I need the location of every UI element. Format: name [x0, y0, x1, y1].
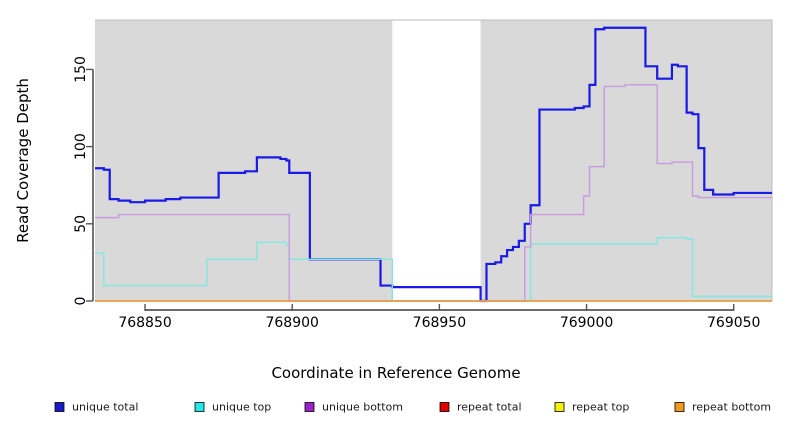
legend-swatch-unique-bottom: [304, 402, 315, 412]
x-axis-tick-label-768900: 768900: [265, 315, 318, 331]
legend-swatch-unique-top: [194, 402, 205, 412]
plot-panel-border: [95, 19, 773, 301]
x-axis-tick-label-768850: 768850: [118, 315, 171, 331]
x-axis-tick-label-769000: 769000: [560, 315, 613, 331]
legend-swatch-repeat-bottom: [674, 402, 685, 412]
x-axis-tick-label-768950: 768950: [413, 315, 466, 331]
series-line-unique-total: [95, 26, 772, 303]
y-axis-title: Read Coverage Depth: [14, 78, 32, 243]
legend-swatch-repeat-total: [439, 402, 450, 412]
y-axis-tick-label-0: 0: [73, 297, 89, 306]
legend-label-unique-total: unique total: [72, 401, 138, 414]
x-axis-title: Coordinate in Reference Genome: [271, 364, 520, 382]
legend-label-unique-bottom: unique bottom: [322, 401, 403, 414]
legend-label-unique-top: unique top: [212, 401, 271, 414]
y-axis-tick-label-50: 50: [73, 215, 89, 233]
y-axis-tick-label-150: 150: [73, 56, 89, 83]
x-axis-tick-label-769050: 769050: [707, 315, 760, 331]
legend-label-repeat-top: repeat top: [572, 401, 629, 414]
series-line-unique-bottom: [95, 84, 772, 302]
legend-label-repeat-bottom: repeat bottom: [692, 401, 771, 414]
legend-label-repeat-total: repeat total: [457, 401, 522, 414]
coverage-gap-region-0: [392, 20, 481, 301]
y-axis-tick-label-100: 100: [73, 133, 89, 160]
legend-swatch-unique-total: [54, 402, 65, 412]
series-line-unique-top: [95, 237, 772, 302]
legend-swatch-repeat-top: [554, 402, 565, 412]
